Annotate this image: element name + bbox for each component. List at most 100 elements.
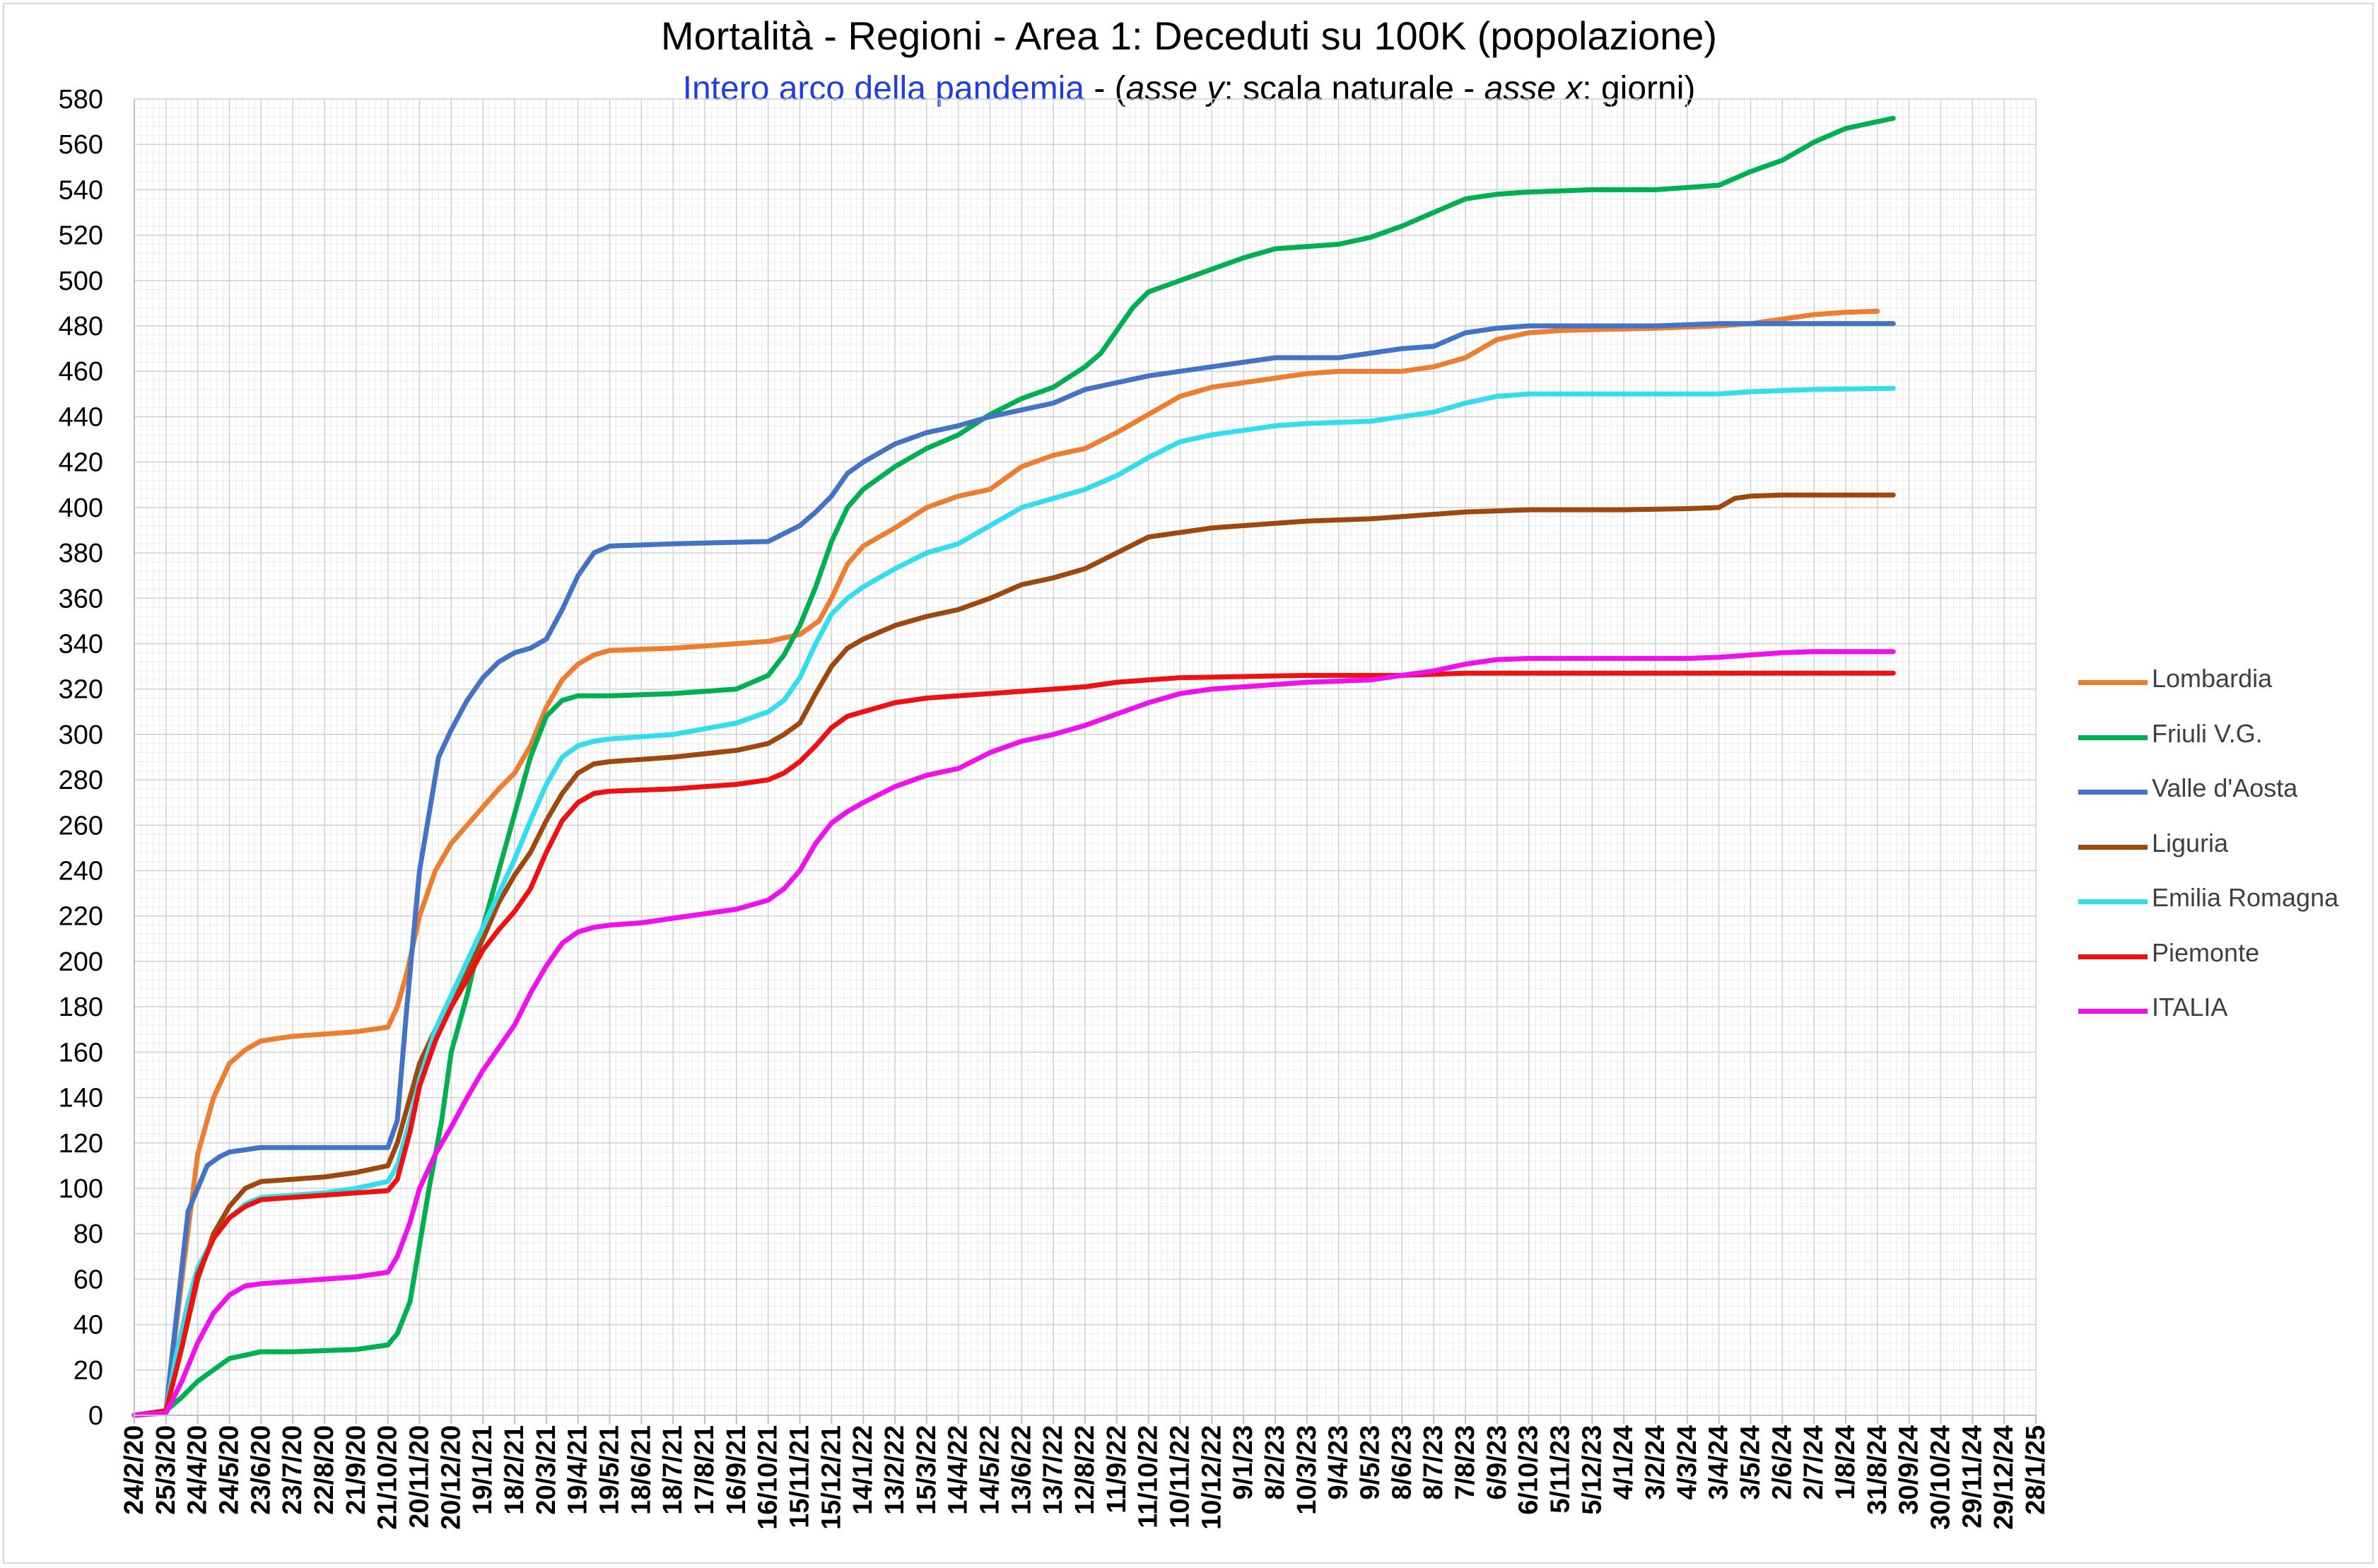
y-tick-label: 140 xyxy=(59,1084,103,1113)
legend-label: Valle d'Aosta xyxy=(2152,773,2298,802)
x-tick-label: 20/12/20 xyxy=(436,1425,466,1530)
legend-item: Emilia Romagna xyxy=(2078,880,2361,923)
x-tick-label: 16/9/21 xyxy=(722,1425,751,1515)
x-tick-label: 6/9/23 xyxy=(1482,1425,1512,1500)
x-tick-label: 9/4/23 xyxy=(1324,1425,1354,1500)
x-tick-label: 28/1/25 xyxy=(2021,1425,2051,1515)
series-line-liguria xyxy=(131,492,1896,1418)
x-tick-label: 19/4/21 xyxy=(563,1425,593,1515)
legend-label: ITALIA xyxy=(2152,993,2228,1022)
y-tick-label: 0 xyxy=(88,1401,103,1431)
y-tick-label: 60 xyxy=(74,1265,103,1294)
x-tick-label: 2/6/24 xyxy=(1767,1425,1797,1500)
legend-item: Lombardia xyxy=(2078,661,2361,703)
x-tick-label: 19/1/21 xyxy=(468,1425,498,1515)
x-tick-label: 12/8/22 xyxy=(1070,1425,1100,1515)
series-lines xyxy=(131,115,1896,1418)
x-tick-label: 14/1/22 xyxy=(848,1425,878,1515)
y-tick-label: 240 xyxy=(59,857,103,887)
y-tick-label: 160 xyxy=(59,1038,103,1067)
x-tick-label: 10/3/23 xyxy=(1292,1425,1322,1515)
x-tick-label: 8/6/23 xyxy=(1387,1425,1417,1500)
y-tick-label: 580 xyxy=(59,85,103,115)
legend-swatch xyxy=(2078,1009,2148,1014)
x-tick-label: 4/3/24 xyxy=(1673,1425,1702,1500)
series-line-emilia-romagna xyxy=(131,385,1896,1418)
legend-swatch xyxy=(2078,790,2148,795)
subtitle-asse-x: asse x xyxy=(1484,70,1583,107)
x-tick-label: 21/10/20 xyxy=(373,1425,403,1530)
x-tick-label: 4/1/24 xyxy=(1609,1425,1639,1500)
y-tick-label: 460 xyxy=(59,357,103,387)
x-tick-label: 3/5/24 xyxy=(1736,1425,1766,1500)
legend-label: Emilia Romagna xyxy=(2152,883,2339,912)
x-tick-label: 3/2/24 xyxy=(1641,1425,1670,1500)
y-tick-label: 180 xyxy=(59,993,103,1022)
y-tick-label: 260 xyxy=(59,811,103,841)
x-tick-label: 14/5/22 xyxy=(976,1425,1005,1515)
legend-label: Friuli V.G. xyxy=(2152,718,2263,748)
legend-item: Valle d'Aosta xyxy=(2078,771,2361,813)
y-tick-label: 80 xyxy=(74,1219,103,1249)
axes xyxy=(134,99,2037,1424)
y-tick-label: 380 xyxy=(59,539,103,568)
legend-swatch xyxy=(2078,735,2148,740)
y-tick-label: 400 xyxy=(59,493,103,523)
x-tick-label: 13/2/22 xyxy=(880,1425,910,1515)
x-tick-label: 13/7/22 xyxy=(1038,1425,1068,1515)
x-tick-label: 8/7/23 xyxy=(1419,1425,1448,1500)
legend-item: ITALIA xyxy=(2078,990,2361,1032)
legend-item: Liguria xyxy=(2078,826,2361,868)
x-tick-label: 14/4/22 xyxy=(944,1425,973,1515)
x-tick-label: 9/5/23 xyxy=(1356,1425,1386,1500)
y-tick-labels: 0 20 40 60 80 100 120 140 160 180 200 220 240 260 280 3… xyxy=(59,85,103,1431)
y-tick-label: 480 xyxy=(59,312,103,341)
x-tick-label: 10/12/22 xyxy=(1197,1425,1226,1530)
major-gridlines xyxy=(134,98,2037,1416)
y-tick-label: 280 xyxy=(59,766,103,795)
x-tick-label: 5/12/23 xyxy=(1577,1425,1607,1515)
series-line-lombardia xyxy=(131,308,1880,1418)
x-tick-label: 20/3/21 xyxy=(532,1425,561,1515)
x-tick-label: 17/8/21 xyxy=(690,1425,720,1515)
x-tick-label: 30/10/24 xyxy=(1926,1425,1956,1530)
x-tick-label: 10/11/22 xyxy=(1166,1425,1195,1528)
y-tick-label: 440 xyxy=(59,402,103,432)
subtitle-sep: - ( xyxy=(1084,70,1126,107)
x-tick-label: 6/10/23 xyxy=(1514,1425,1544,1515)
x-tick-label: 1/8/24 xyxy=(1831,1425,1861,1500)
x-tick-label: 5/11/23 xyxy=(1546,1425,1576,1514)
legend-label: Lombardia xyxy=(2152,664,2273,693)
x-tick-label: 29/11/24 xyxy=(1957,1425,1987,1528)
x-tick-label: 15/12/21 xyxy=(816,1425,846,1530)
y-tick-label: 200 xyxy=(59,947,103,977)
chart-frame xyxy=(3,3,2374,1564)
x-tick-label: 11/10/22 xyxy=(1134,1425,1164,1528)
y-tick-label: 500 xyxy=(59,267,103,296)
legend-swatch xyxy=(2078,680,2148,685)
legend-swatch xyxy=(2078,899,2148,904)
chart-title: Mortalità - Regioni - Area 1: Deceduti s… xyxy=(660,13,1718,58)
x-tick-label: 7/8/23 xyxy=(1451,1425,1480,1500)
y-tick-label: 320 xyxy=(59,675,103,705)
y-tick-label: 340 xyxy=(59,629,103,659)
x-tick-label: 31/8/24 xyxy=(1863,1425,1892,1515)
x-tick-label: 18/6/21 xyxy=(626,1425,656,1515)
x-tick-label: 21/9/20 xyxy=(341,1425,371,1515)
x-tick-label: 18/2/21 xyxy=(500,1425,529,1515)
x-tick-label: 23/6/20 xyxy=(246,1425,276,1515)
y-tick-label: 120 xyxy=(59,1129,103,1159)
y-tick-label: 420 xyxy=(59,448,103,478)
legend-item: Piemonte xyxy=(2078,935,2361,978)
x-tick-label: 20/11/20 xyxy=(405,1425,435,1528)
x-tick-label: 15/3/22 xyxy=(912,1425,942,1515)
x-tick-label: 13/6/22 xyxy=(1007,1425,1036,1515)
x-tick-label: 8/2/23 xyxy=(1260,1425,1290,1500)
x-tick-label: 19/5/21 xyxy=(595,1425,625,1515)
y-tick-label: 360 xyxy=(59,584,103,614)
legend-swatch xyxy=(2078,954,2148,959)
x-tick-label: 24/5/20 xyxy=(215,1425,245,1515)
y-tick-label: 540 xyxy=(59,175,103,205)
x-tick-label: 29/12/24 xyxy=(1989,1425,2019,1530)
